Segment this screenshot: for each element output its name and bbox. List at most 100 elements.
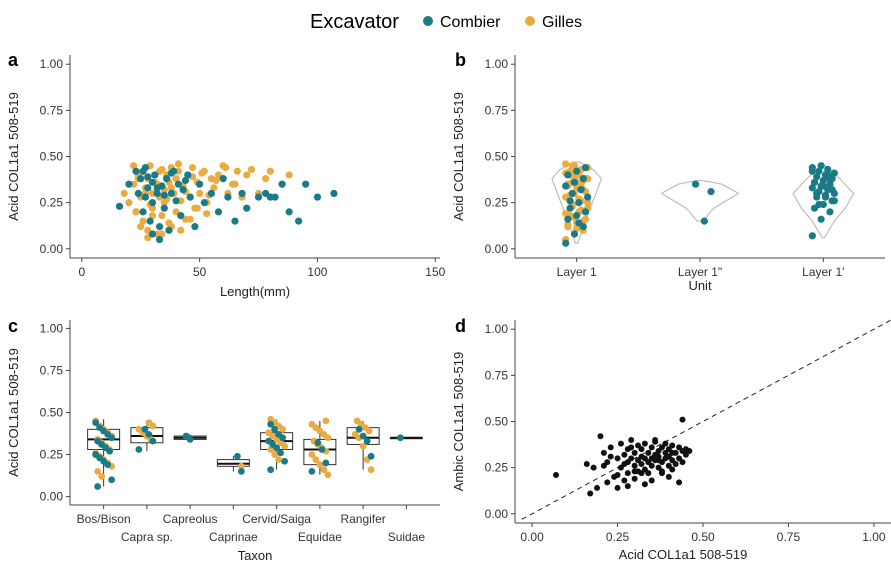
point-combier [186, 436, 194, 443]
y-tick-label: 0.50 [40, 150, 64, 164]
point-combier [115, 202, 124, 210]
point-combier [94, 483, 102, 490]
point-combier [106, 447, 114, 455]
point-combier [308, 467, 316, 475]
point-combier [575, 199, 583, 207]
point-gilles [193, 204, 201, 212]
point-gilles [562, 210, 570, 218]
point [631, 449, 638, 456]
x-tick-label: 50 [193, 265, 207, 279]
point-combier [579, 175, 587, 183]
panel-d-scatter: 0.00 0.25 0.50 0.75 1.00 Ambic COL1a1 508-519… [451, 319, 891, 562]
point-combier [144, 184, 152, 192]
x-tick-label: Capreolus [163, 512, 218, 526]
point-combier [577, 186, 585, 194]
point-gilles [266, 167, 274, 175]
point-combier [108, 476, 116, 484]
legend-title: Excavator [310, 11, 399, 33]
point-combier [314, 439, 322, 447]
point [621, 451, 628, 458]
point [631, 462, 638, 469]
point-gilles [231, 180, 239, 188]
x-tick-label: Equidae [298, 530, 342, 544]
point-combier [224, 193, 232, 201]
point [645, 470, 652, 477]
point [607, 444, 614, 451]
x-tick-label: 0.25 [606, 530, 630, 544]
point-combier [243, 204, 251, 212]
point [628, 444, 635, 451]
point-combier [817, 162, 825, 170]
point [617, 440, 624, 447]
x-tick-label: Cervid/Saiga [242, 512, 311, 526]
point-combier [207, 189, 216, 198]
point-combier [573, 167, 581, 175]
point-gilles [275, 456, 283, 463]
y-tick-label: 0.00 [40, 490, 64, 504]
point-gilles [198, 169, 206, 177]
point-combier [186, 193, 194, 201]
point-combier [817, 215, 825, 223]
point-combier [700, 217, 709, 225]
point-combier [196, 180, 204, 188]
point-gilles [359, 442, 367, 450]
point-combier [808, 184, 816, 192]
point-combier [125, 180, 133, 188]
point-combier [813, 189, 821, 198]
y-tick-label: 0.00 [485, 507, 509, 521]
point-combier [808, 167, 816, 175]
point-combier [564, 215, 572, 223]
x-tick-label: Bos/Bison [77, 512, 131, 526]
point-gilles [365, 427, 373, 435]
panel-letter-b: b [455, 50, 466, 70]
point-combier [828, 186, 836, 194]
point-combier [139, 208, 147, 216]
point-combier [830, 169, 838, 177]
point-combier [570, 178, 579, 186]
x-tick-label: Caprinae [209, 530, 258, 544]
point-combier [237, 467, 245, 475]
point [648, 444, 655, 451]
point-combier [568, 189, 576, 198]
point [553, 472, 560, 479]
point-combier [214, 208, 223, 216]
point-combier [819, 182, 827, 190]
point [658, 470, 665, 477]
point-gilles [172, 175, 180, 183]
point-combier [151, 171, 159, 179]
point-combier [355, 425, 363, 433]
point [679, 416, 686, 423]
point [655, 457, 662, 464]
point-gilles [316, 461, 324, 469]
y-tick-label: 0.25 [485, 196, 509, 210]
point [672, 460, 679, 467]
point [638, 446, 645, 453]
y-axis-title: Acid COL1a1 508-519 [451, 92, 466, 221]
point-gilles [158, 230, 166, 238]
point [621, 477, 628, 484]
point-gilles [125, 199, 133, 207]
y-tick-label: 1.00 [40, 57, 64, 71]
point [607, 453, 614, 460]
point-combier [172, 197, 180, 205]
point-gilles [233, 167, 241, 175]
y-tick-label: 1.00 [40, 321, 64, 335]
point-gilles [177, 226, 185, 234]
point-combier [267, 466, 275, 474]
point-combier [165, 226, 173, 234]
point-combier [146, 217, 154, 225]
y-axis-title: Acid COL1a1 508-519 [6, 348, 21, 477]
x-tick-label: 1.00 [862, 530, 886, 544]
point-gilles [221, 163, 230, 172]
x-tick-label: 0 [78, 265, 85, 279]
point-combier [562, 182, 570, 190]
legend-marker-gilles [525, 16, 535, 26]
point-gilles [243, 171, 251, 179]
point-combier [174, 180, 183, 188]
point [594, 484, 601, 491]
point-gilles [584, 199, 592, 207]
point [631, 468, 638, 475]
point-combier [153, 189, 161, 198]
point-combier [141, 193, 150, 201]
point-combier [313, 193, 322, 201]
